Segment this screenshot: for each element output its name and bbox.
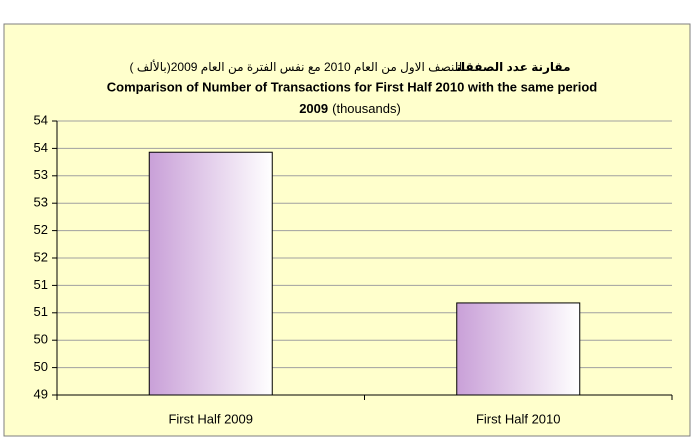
y-tick-label: 53: [34, 167, 48, 182]
y-tick-label: 51: [34, 277, 48, 292]
chart-title-arabic: مقارنة عدد الصفقاتللنصف الاول من العام 2…: [129, 59, 570, 75]
y-tick-label: 54: [34, 112, 48, 127]
chart-title-line2: 2009 (thousands): [299, 101, 401, 116]
y-tick-label: 53: [34, 195, 48, 210]
chart-title: Comparison of Number of Transactions for…: [107, 79, 598, 94]
y-tick-label: 50: [34, 359, 48, 374]
x-tick-label: First Half 2010: [476, 411, 561, 426]
y-tick-label: 54: [34, 140, 48, 155]
bar: [148, 151, 273, 396]
x-tick-label: First Half 2009: [168, 411, 253, 426]
title-arabic-bold: مقارنة عدد الصفقات: [456, 60, 571, 74]
y-tick-label: 49: [34, 386, 48, 401]
y-tick-label: 50: [34, 332, 48, 347]
title-arabic: للنصف الاول من العام 2010 مع نفس الفترة …: [129, 59, 463, 75]
y-tick-label: 52: [34, 249, 48, 264]
title-unit: (thousands): [332, 101, 401, 116]
bar: [456, 302, 581, 396]
y-tick-label: 51: [34, 304, 48, 319]
y-tick-label: 52: [34, 222, 48, 237]
title-year: 2009: [299, 101, 328, 116]
